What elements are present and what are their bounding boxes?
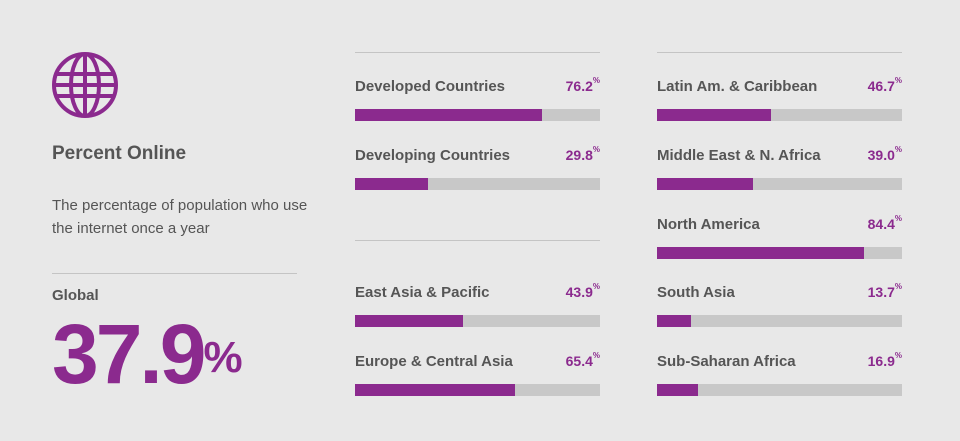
bar-item-latin-am-caribbean: Latin Am. & Caribbean 46.7%: [657, 76, 902, 124]
global-unit: %: [203, 333, 243, 382]
bar-track: [657, 315, 902, 327]
bar-item-sub-saharan-africa: Sub-Saharan Africa 16.9%: [657, 351, 902, 399]
bar-track: [355, 109, 600, 121]
bar-value-label: 16.9%: [867, 351, 902, 369]
bar: [355, 109, 542, 121]
bar-item-developed-countries: Developed Countries 76.2%: [355, 76, 600, 124]
bar-label: Developed Countries: [355, 78, 506, 95]
description: The percentage of population who use the…: [52, 197, 308, 237]
bar-label: Sub-Saharan Africa: [657, 353, 796, 370]
bar: [355, 315, 463, 327]
bar-item-south-asia: South Asia 13.7%: [657, 282, 902, 330]
globe-icon: [52, 52, 118, 118]
bar-label: East Asia & Pacific: [355, 284, 490, 301]
bar-item-europe-central-asia: Europe & Central Asia 65.4%: [355, 351, 600, 399]
column-1-middle-divider: [355, 240, 600, 241]
bar-track: [355, 315, 600, 327]
bar-value-label: 46.7%: [867, 76, 902, 94]
bar-label: North America: [657, 216, 760, 233]
global-number: 37.9: [52, 307, 206, 401]
bar-label: Latin Am. & Caribbean: [657, 78, 818, 95]
bar-value-label: 13.7%: [867, 282, 902, 300]
bar: [657, 315, 691, 327]
column-1-top-divider: [355, 52, 600, 53]
bar: [657, 109, 772, 121]
bar-value-label: 84.4%: [867, 214, 902, 232]
page-title: Percent Online: [52, 143, 187, 164]
bar-label: Europe & Central Asia: [355, 353, 513, 370]
bar-item-middle-east-n-africa: Middle East & N. Africa 39.0%: [657, 145, 902, 193]
bar-track: [355, 178, 600, 190]
bar-value-label: 29.8%: [565, 145, 600, 163]
column-2-top-divider: [657, 52, 902, 53]
left-divider: [52, 273, 297, 274]
bar: [355, 384, 516, 396]
bar-track: [355, 384, 600, 396]
bar-value-label: 65.4%: [565, 351, 600, 369]
bar-value-label: 39.0%: [867, 145, 902, 163]
bar: [355, 178, 428, 190]
bar-item-north-america: North America 84.4%: [657, 214, 902, 262]
bar-label: Middle East & N. Africa: [657, 147, 821, 164]
bar-track: [657, 384, 902, 396]
global-value: 37.9%: [52, 312, 243, 396]
bar-label: Developing Countries: [355, 147, 511, 164]
bar-track: [657, 247, 902, 259]
bar-label: South Asia: [657, 284, 735, 301]
bar-track: [657, 178, 902, 190]
bar-value-label: 76.2%: [565, 76, 600, 94]
bar: [657, 247, 864, 259]
bar-item-developing-countries: Developing Countries 29.8%: [355, 145, 600, 193]
global-label: Global: [52, 287, 99, 304]
bar-value-label: 43.9%: [565, 282, 600, 300]
bar: [657, 384, 699, 396]
bar: [657, 178, 753, 190]
bar-item-east-asia-pacific: East Asia & Pacific 43.9%: [355, 282, 600, 330]
bar-track: [657, 109, 902, 121]
